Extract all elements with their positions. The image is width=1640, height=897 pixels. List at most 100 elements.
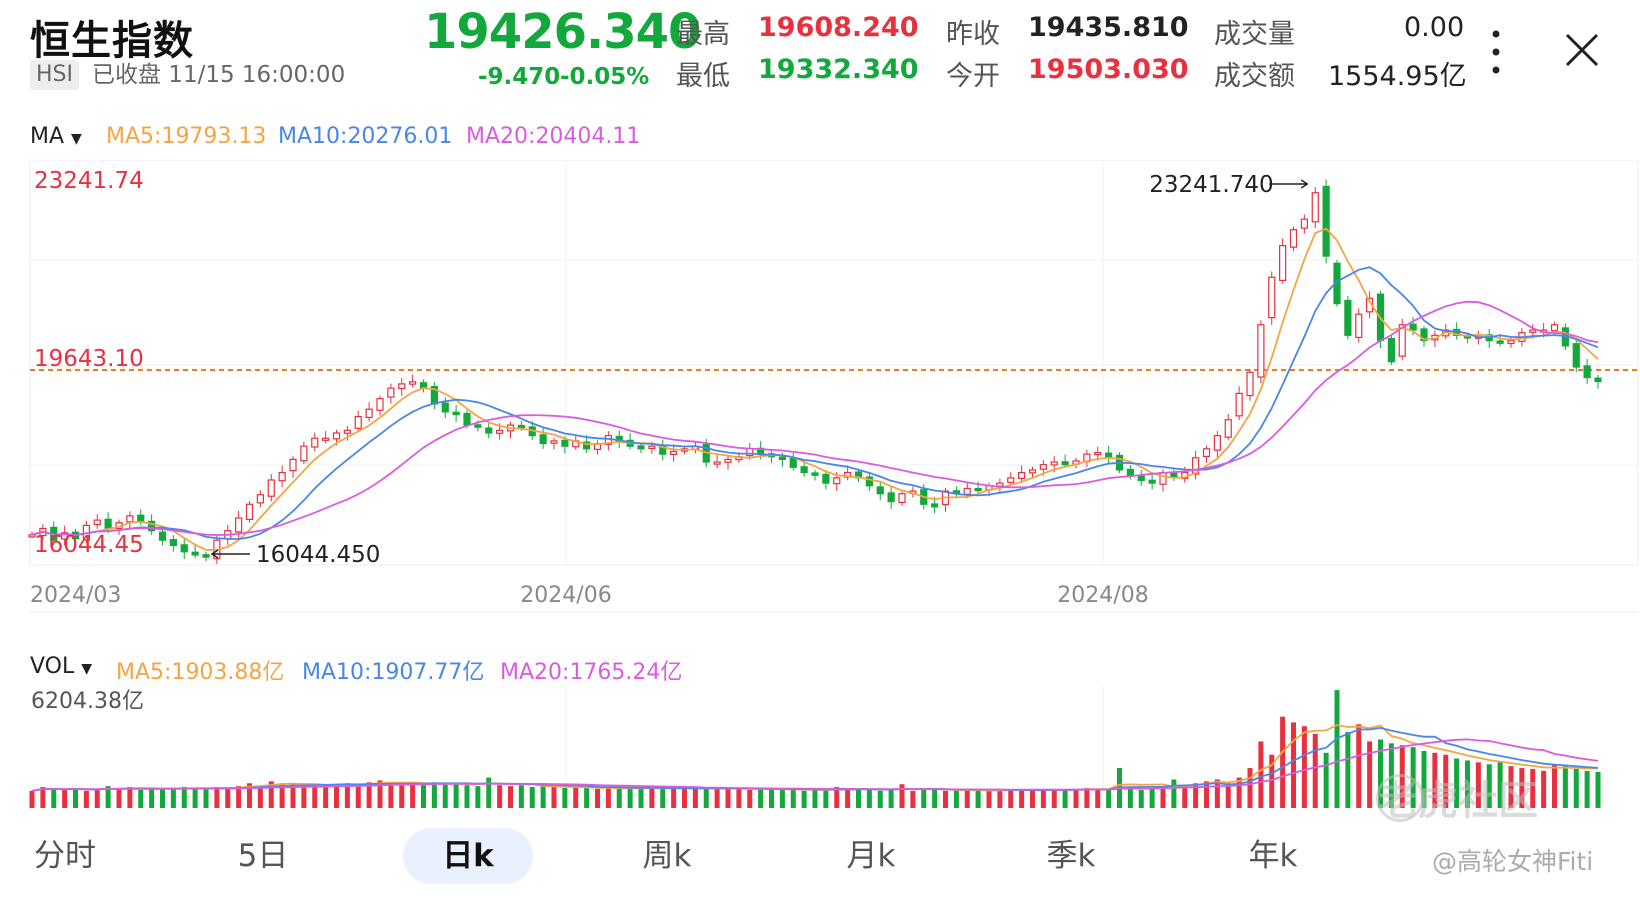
candle[interactable] (376, 398, 384, 411)
volume-bar[interactable] (1051, 788, 1057, 808)
candle[interactable] (539, 434, 547, 445)
volume-bar[interactable] (138, 789, 144, 808)
volume-bar[interactable] (1356, 724, 1362, 808)
volume-bar[interactable] (29, 790, 35, 808)
volume-bar[interactable] (888, 789, 894, 808)
tab-weekly[interactable]: 周k (642, 838, 692, 874)
candle[interactable] (1300, 218, 1308, 229)
candle[interactable] (1550, 324, 1559, 332)
volume-bar[interactable] (1541, 770, 1547, 808)
volume-bar[interactable] (40, 787, 46, 808)
candle[interactable] (1213, 435, 1221, 451)
ma-selector[interactable]: MA ▼ (30, 124, 82, 149)
volume-bar[interactable] (312, 786, 318, 808)
volume-bar[interactable] (1095, 789, 1101, 808)
candle[interactable] (876, 486, 884, 495)
candle[interactable] (1137, 475, 1145, 482)
volume-bar[interactable] (62, 789, 68, 808)
candle[interactable] (343, 429, 351, 434)
volume-bar[interactable] (181, 787, 187, 808)
volume-bar[interactable] (682, 788, 687, 808)
volume-chart[interactable]: 6204.38亿 (0, 686, 1640, 810)
volume-bar[interactable] (301, 785, 307, 808)
candle[interactable] (148, 520, 156, 532)
volume-bar[interactable] (584, 788, 590, 808)
more-vertical-icon[interactable] (1490, 26, 1502, 78)
candle[interactable] (1409, 323, 1417, 331)
volume-bar[interactable] (94, 788, 100, 808)
volume-bar[interactable] (736, 788, 742, 808)
volume-bar[interactable] (257, 786, 263, 808)
candle[interactable] (1105, 452, 1113, 458)
candlestick-chart[interactable]: 23241.74 19643.10 16044.45 23241.740 16044.4… (0, 160, 1640, 620)
volume-bar[interactable] (1030, 790, 1035, 808)
volume-bar[interactable] (127, 787, 133, 808)
volume-bar[interactable] (1573, 769, 1579, 808)
volume-bar[interactable] (1106, 788, 1112, 808)
candle[interactable] (1387, 337, 1395, 363)
volume-bar[interactable] (508, 786, 513, 808)
volume-bar[interactable] (1443, 754, 1449, 808)
volume-bar[interactable] (236, 786, 242, 808)
volume-bar[interactable] (758, 788, 764, 808)
volume-bar[interactable] (1138, 789, 1144, 808)
tab-intraday[interactable]: 分时 (34, 838, 96, 874)
volume-bar[interactable] (1269, 754, 1275, 808)
volume-bar[interactable] (192, 788, 198, 808)
candle[interactable] (800, 466, 808, 474)
candle[interactable] (1257, 324, 1265, 378)
candle[interactable] (1126, 468, 1134, 476)
candle[interactable] (1420, 328, 1428, 342)
candle[interactable] (1398, 324, 1406, 357)
volume-bar[interactable] (692, 788, 698, 808)
volume-bar[interactable] (1334, 690, 1340, 808)
volume-bar[interactable] (421, 785, 426, 808)
volume-bar[interactable] (203, 788, 209, 808)
volume-bar[interactable] (51, 788, 57, 808)
volume-bar[interactable] (279, 783, 285, 808)
volume-bar[interactable] (1280, 716, 1286, 808)
volume-bar[interactable] (323, 785, 329, 808)
candle[interactable] (387, 387, 395, 398)
volume-bar[interactable] (714, 788, 720, 808)
volume-bar[interactable] (116, 788, 122, 808)
candle[interactable] (550, 440, 558, 444)
candle[interactable] (713, 461, 721, 465)
volume-bar[interactable] (1519, 768, 1525, 808)
volume-bar[interactable] (866, 789, 872, 808)
candle[interactable] (637, 445, 645, 450)
volume-bar[interactable] (1530, 769, 1536, 808)
volume-bar[interactable] (1508, 766, 1514, 808)
volume-bar[interactable] (475, 786, 481, 808)
tab-monthly[interactable]: 月k (846, 838, 896, 874)
candle[interactable] (1496, 340, 1504, 344)
volume-bar[interactable] (453, 783, 459, 808)
volume-bar[interactable] (1019, 789, 1025, 808)
volume-bar[interactable] (823, 790, 829, 808)
volume-bar[interactable] (247, 783, 252, 808)
volume-bar[interactable] (1008, 788, 1014, 808)
volume-bar[interactable] (73, 788, 78, 808)
candle[interactable] (463, 412, 471, 426)
candle[interactable] (126, 515, 134, 523)
volume-bar[interactable] (464, 785, 470, 808)
candle[interactable] (267, 479, 275, 497)
volume-bar[interactable] (388, 782, 394, 808)
volume-bar[interactable] (1160, 788, 1166, 808)
candle[interactable] (865, 476, 873, 487)
candle[interactable] (300, 445, 308, 462)
candle[interactable] (1094, 451, 1102, 456)
candle[interactable] (1572, 343, 1580, 368)
candle[interactable] (474, 424, 482, 428)
volume-bar[interactable] (1312, 733, 1318, 808)
volume-bar[interactable] (1552, 764, 1557, 808)
volume-bar[interactable] (1584, 770, 1590, 808)
volume-bar[interactable] (1214, 779, 1220, 808)
candle[interactable] (452, 411, 460, 416)
volume-bar[interactable] (1291, 722, 1296, 808)
volume-bar[interactable] (856, 788, 861, 808)
volume-bar[interactable] (953, 789, 959, 808)
volume-bar[interactable] (573, 787, 579, 808)
tab-daily[interactable]: 日k (403, 828, 533, 884)
candle[interactable] (1039, 464, 1047, 470)
